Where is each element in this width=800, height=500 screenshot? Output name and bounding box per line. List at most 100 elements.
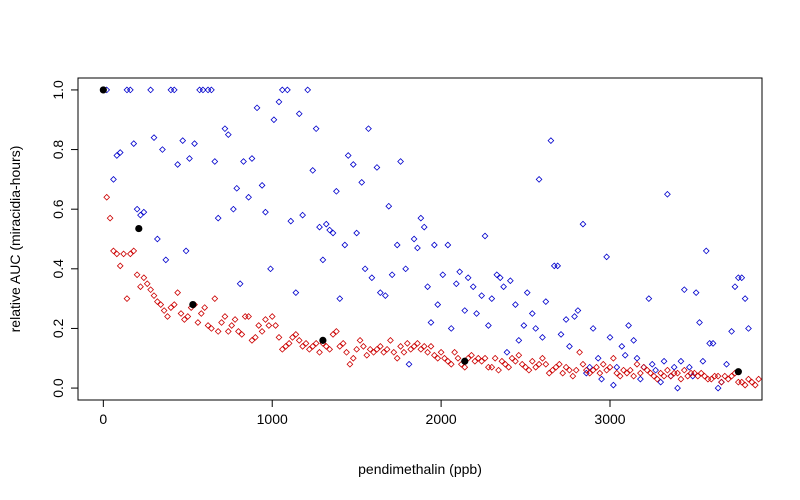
data-point (555, 360, 563, 368)
data-point (714, 372, 722, 380)
data-point-mean (461, 357, 469, 365)
data-point (657, 369, 665, 377)
data-point (571, 313, 578, 320)
data-point (562, 316, 570, 323)
data-point (199, 86, 207, 94)
data-point (170, 86, 178, 94)
data-point (469, 283, 477, 291)
data-point (253, 104, 261, 112)
data-point (515, 337, 523, 344)
data-point (498, 357, 506, 365)
data-point (174, 161, 182, 168)
data-point (363, 351, 371, 359)
data-point (680, 366, 688, 374)
data-point (598, 375, 605, 383)
data-point (430, 351, 438, 359)
data-point (214, 214, 222, 222)
data-point (626, 366, 634, 374)
data-point (154, 235, 161, 243)
data-point (167, 304, 175, 311)
data-point (336, 295, 344, 302)
data-point (333, 328, 340, 335)
data-point (594, 354, 602, 362)
data-point (137, 283, 144, 291)
data-point (606, 334, 614, 341)
data-point (147, 286, 154, 294)
data-point (606, 363, 614, 371)
data-point (427, 319, 435, 326)
data-point (738, 378, 746, 386)
data-point (233, 184, 241, 192)
data-point (437, 348, 445, 356)
data-point (547, 137, 555, 144)
data-point (539, 334, 546, 341)
data-point (755, 375, 762, 383)
data-point (707, 375, 715, 383)
data-point-mean (99, 86, 107, 94)
data-point (304, 86, 312, 94)
data-point (245, 193, 252, 201)
data-point (329, 331, 337, 338)
data-point (302, 339, 310, 347)
data-point (376, 289, 384, 297)
y-tick-label: 0.2 (50, 319, 66, 339)
data-point (610, 354, 617, 362)
data-point (677, 357, 685, 365)
data-point (542, 298, 550, 305)
data-point (397, 342, 404, 350)
data-point (723, 360, 730, 368)
data-point (211, 158, 219, 165)
data-point (186, 155, 193, 162)
data-point (278, 86, 286, 94)
data-point-mean (734, 368, 742, 376)
data-point (417, 345, 425, 353)
data-point (554, 262, 562, 270)
data-point (235, 328, 242, 335)
data-point (630, 372, 638, 380)
data-point (741, 295, 749, 302)
data-point (427, 342, 435, 350)
data-point (137, 211, 144, 219)
data-point (201, 304, 209, 311)
data-point (643, 366, 651, 374)
series-0 (99, 86, 752, 392)
data-point (488, 295, 496, 302)
data-point (160, 307, 168, 314)
data-point (218, 319, 225, 326)
data-point (312, 125, 320, 133)
data-point (353, 229, 361, 237)
data-point (417, 214, 425, 222)
data-point (579, 360, 587, 368)
data-point (341, 241, 349, 249)
x-axis-label: pendimethalin (ppb) (358, 461, 482, 477)
data-point (691, 369, 698, 377)
data-point (660, 372, 668, 380)
data-point (557, 331, 565, 338)
data-point (566, 366, 573, 374)
data-point (316, 348, 323, 356)
data-point (512, 301, 519, 308)
data-point (478, 357, 486, 365)
data-point (322, 220, 330, 228)
data-point (420, 342, 428, 350)
data-point (295, 110, 303, 118)
data-point (493, 271, 501, 279)
data-point (116, 262, 124, 270)
data-point (113, 250, 121, 258)
data-point (130, 140, 138, 147)
data-point (574, 307, 582, 314)
data-point (660, 357, 668, 365)
data-point (400, 348, 408, 356)
data-point (353, 345, 361, 353)
data-point (133, 271, 141, 279)
data-point (652, 366, 659, 374)
data-point (154, 298, 161, 305)
data-point (265, 322, 273, 329)
data-point (393, 354, 401, 362)
data-point (382, 292, 389, 300)
data-point (694, 372, 702, 380)
data-point (236, 280, 244, 288)
data-point (385, 202, 393, 210)
data-point (224, 131, 232, 139)
data-point (191, 140, 198, 147)
